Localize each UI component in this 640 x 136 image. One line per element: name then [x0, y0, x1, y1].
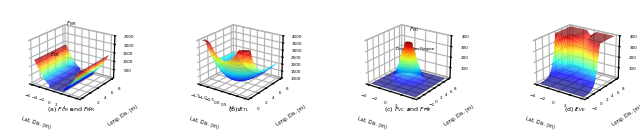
Title: (c) $F_{VC}$ and $F_{PD}$: (c) $F_{VC}$ and $F_{PD}$: [384, 105, 431, 114]
Text: Depression Region: Depression Region: [396, 47, 434, 51]
Text: $F_{PD}$: $F_{PD}$: [409, 25, 419, 34]
Text: $F_{CR}$: $F_{CR}$: [50, 50, 60, 59]
Title: (d) $F_{VE}$: (d) $F_{VE}$: [564, 105, 587, 114]
X-axis label: Lat. Dis. (m): Lat. Dis. (m): [525, 117, 556, 130]
X-axis label: Lat. Dis. (m): Lat. Dis. (m): [357, 117, 387, 130]
Title: (b) $F_{TL}$: (b) $F_{TL}$: [228, 105, 250, 114]
X-axis label: Lat. Dis. (m): Lat. Dis. (m): [189, 117, 219, 130]
Y-axis label: Long. Dis. (m): Long. Dis. (m): [612, 105, 640, 127]
X-axis label: Lat. Dis. (m): Lat. Dis. (m): [20, 117, 51, 130]
Y-axis label: Long. Dis. (m): Long. Dis. (m): [107, 105, 138, 127]
Y-axis label: Long. Dis. (m): Long. Dis. (m): [275, 105, 307, 127]
Y-axis label: Long. Dis. (m): Long. Dis. (m): [444, 105, 475, 127]
Text: $F_{NR}$: $F_{NR}$: [66, 19, 76, 28]
Title: (a) $F_{CR}$ and $F_{NR}$: (a) $F_{CR}$ and $F_{NR}$: [47, 105, 95, 114]
